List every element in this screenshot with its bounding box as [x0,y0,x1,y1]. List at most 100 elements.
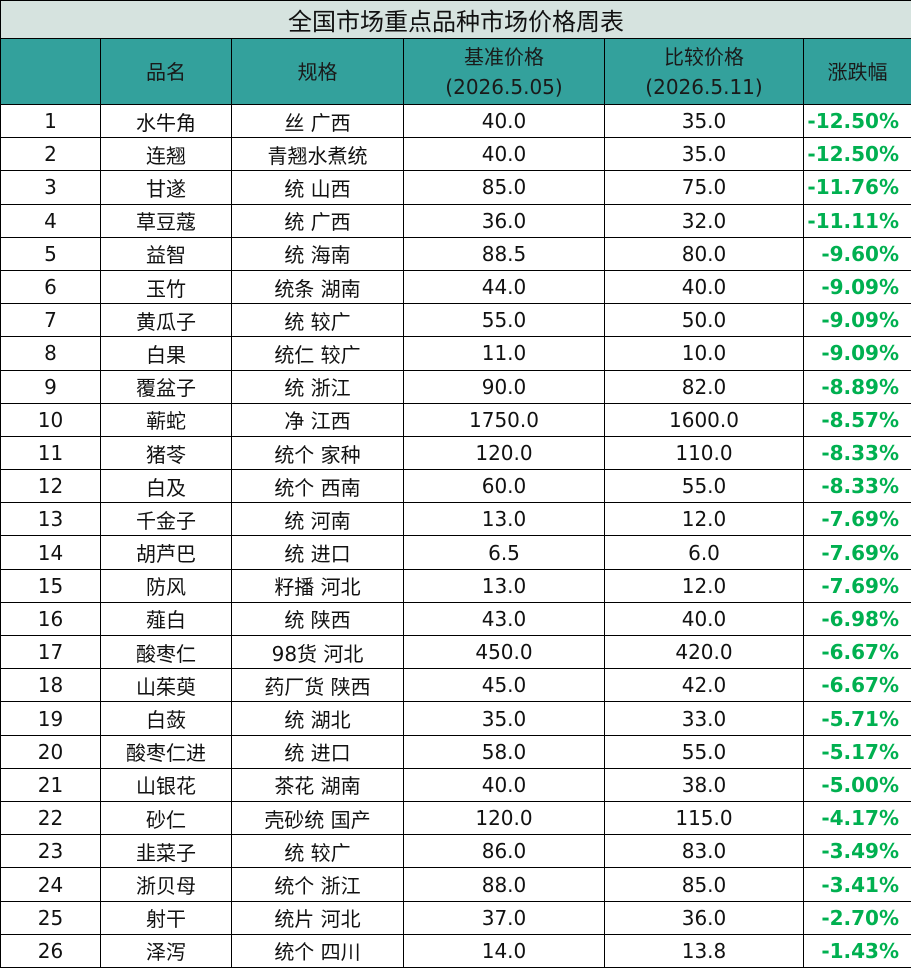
price-change: -12.50% [804,138,911,172]
item-spec: 统 进口 [232,735,404,769]
row-index: 3 [1,171,101,205]
row-index: 4 [1,204,101,238]
header-text: 规格 [297,59,338,84]
item-spec: 统条 湖南 [232,270,404,305]
price-change: -2.70% [804,902,911,935]
item-name: 覆盆子 [101,370,232,404]
item-name: 甘遂 [101,171,232,205]
item-spec: 统个 四川 [232,934,404,968]
header-text: (2026.5.11) [645,74,763,99]
item-name: 黄瓜子 [101,304,232,338]
item-spec: 统 湖北 [232,702,404,736]
row-index: 8 [1,337,101,371]
header-cell: 品名 [101,39,232,105]
item-name: 草豆蔻 [101,204,232,238]
base-price: 44.0 [404,270,605,305]
compare-price: 75.0 [605,171,804,205]
row-index: 7 [1,304,101,338]
header-text: 比较价格 [664,44,744,69]
item-name: 薤白 [101,602,232,637]
compare-price: 13.8 [605,934,804,968]
item-spec: 统个 家种 [232,436,404,471]
price-change: -9.60% [804,238,911,271]
price-change: -9.09% [804,304,911,338]
row-index: 16 [1,602,101,637]
price-change: -5.71% [804,702,911,736]
base-price: 35.0 [404,702,605,736]
base-price: 120.0 [404,436,605,471]
base-price: 13.0 [404,569,605,603]
item-spec: 青翘水煮统 [232,138,404,172]
price-change: -6.67% [804,669,911,703]
header-cell: 规格 [232,39,404,105]
item-spec: 统 河南 [232,503,404,537]
row-index: 5 [1,237,101,271]
item-spec: 统 进口 [232,536,404,570]
item-spec: 统个 浙江 [232,868,404,902]
item-name: 防风 [101,569,232,603]
base-price: 40.0 [404,768,605,803]
item-name: 山银花 [101,768,232,803]
base-price: 60.0 [404,470,605,504]
price-change: -11.11% [804,205,911,238]
compare-price: 38.0 [605,768,804,803]
price-change: -3.41% [804,868,911,902]
header-text: 品名 [146,59,186,84]
header-text: 涨跌幅 [827,59,888,84]
compare-price: 83.0 [605,835,804,869]
item-spec: 统 浙江 [232,370,404,404]
row-index: 1 [1,105,101,139]
base-price: 6.5 [404,536,605,570]
item-spec: 药厂货 陕西 [232,669,404,703]
base-price: 58.0 [404,735,605,769]
compare-price: 40.0 [605,602,804,637]
price-change: -5.17% [804,736,911,769]
row-index: 15 [1,569,101,603]
compare-price: 110.0 [605,436,804,471]
price-change: -11.76% [804,171,911,205]
base-price: 1750.0 [404,403,605,437]
item-spec: 统 较广 [232,835,404,869]
row-index: 26 [1,934,101,968]
item-name: 韭菜子 [101,835,232,869]
item-name: 水牛角 [101,105,232,139]
price-change: -9.09% [804,337,911,371]
header-cell [1,39,101,105]
item-spec: 统 海南 [232,237,404,271]
base-price: 45.0 [404,669,605,703]
compare-price: 1600.0 [605,403,804,437]
base-price: 86.0 [404,835,605,869]
item-spec: 籽播 河北 [232,569,404,603]
price-change: -7.69% [804,570,911,603]
compare-price: 85.0 [605,868,804,902]
base-price: 85.0 [404,171,605,205]
price-change: -8.57% [804,404,911,437]
row-index: 19 [1,702,101,736]
item-name: 连翘 [101,138,232,172]
row-index: 11 [1,436,101,471]
price-change: -3.49% [804,835,911,869]
item-name: 白果 [101,337,232,371]
row-index: 17 [1,636,101,670]
base-price: 120.0 [404,802,605,836]
header-cell: 涨跌幅 [804,39,911,105]
base-price: 450.0 [404,636,605,670]
base-price: 36.0 [404,204,605,238]
base-price: 13.0 [404,503,605,537]
row-index: 10 [1,403,101,437]
compare-price: 10.0 [605,337,804,371]
item-name: 玉竹 [101,270,232,305]
row-index: 2 [1,138,101,172]
compare-price: 33.0 [605,702,804,736]
item-spec: 统 较广 [232,304,404,338]
base-price: 40.0 [404,105,605,139]
item-name: 胡芦巴 [101,536,232,570]
base-price: 37.0 [404,901,605,935]
base-price: 55.0 [404,304,605,338]
price-change: -12.50% [804,105,911,139]
row-index: 24 [1,868,101,902]
price-change: -8.33% [804,437,911,471]
item-spec: 统仁 较广 [232,337,404,371]
item-name: 益智 [101,237,232,271]
item-spec: 98货 河北 [232,636,404,670]
